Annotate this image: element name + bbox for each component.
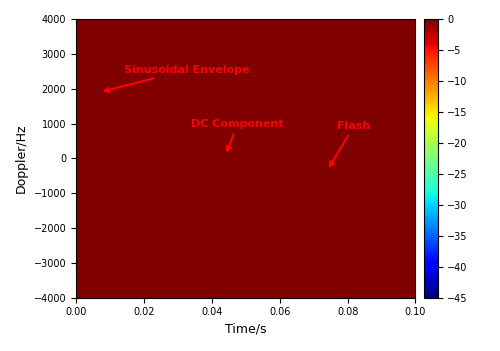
Text: Sinusoidal Envelope: Sinusoidal Envelope [104, 65, 249, 92]
Text: Flash: Flash [330, 121, 370, 166]
X-axis label: Time/s: Time/s [225, 323, 266, 336]
Y-axis label: Doppler/Hz: Doppler/Hz [15, 124, 28, 193]
Text: DC Component: DC Component [192, 119, 284, 151]
